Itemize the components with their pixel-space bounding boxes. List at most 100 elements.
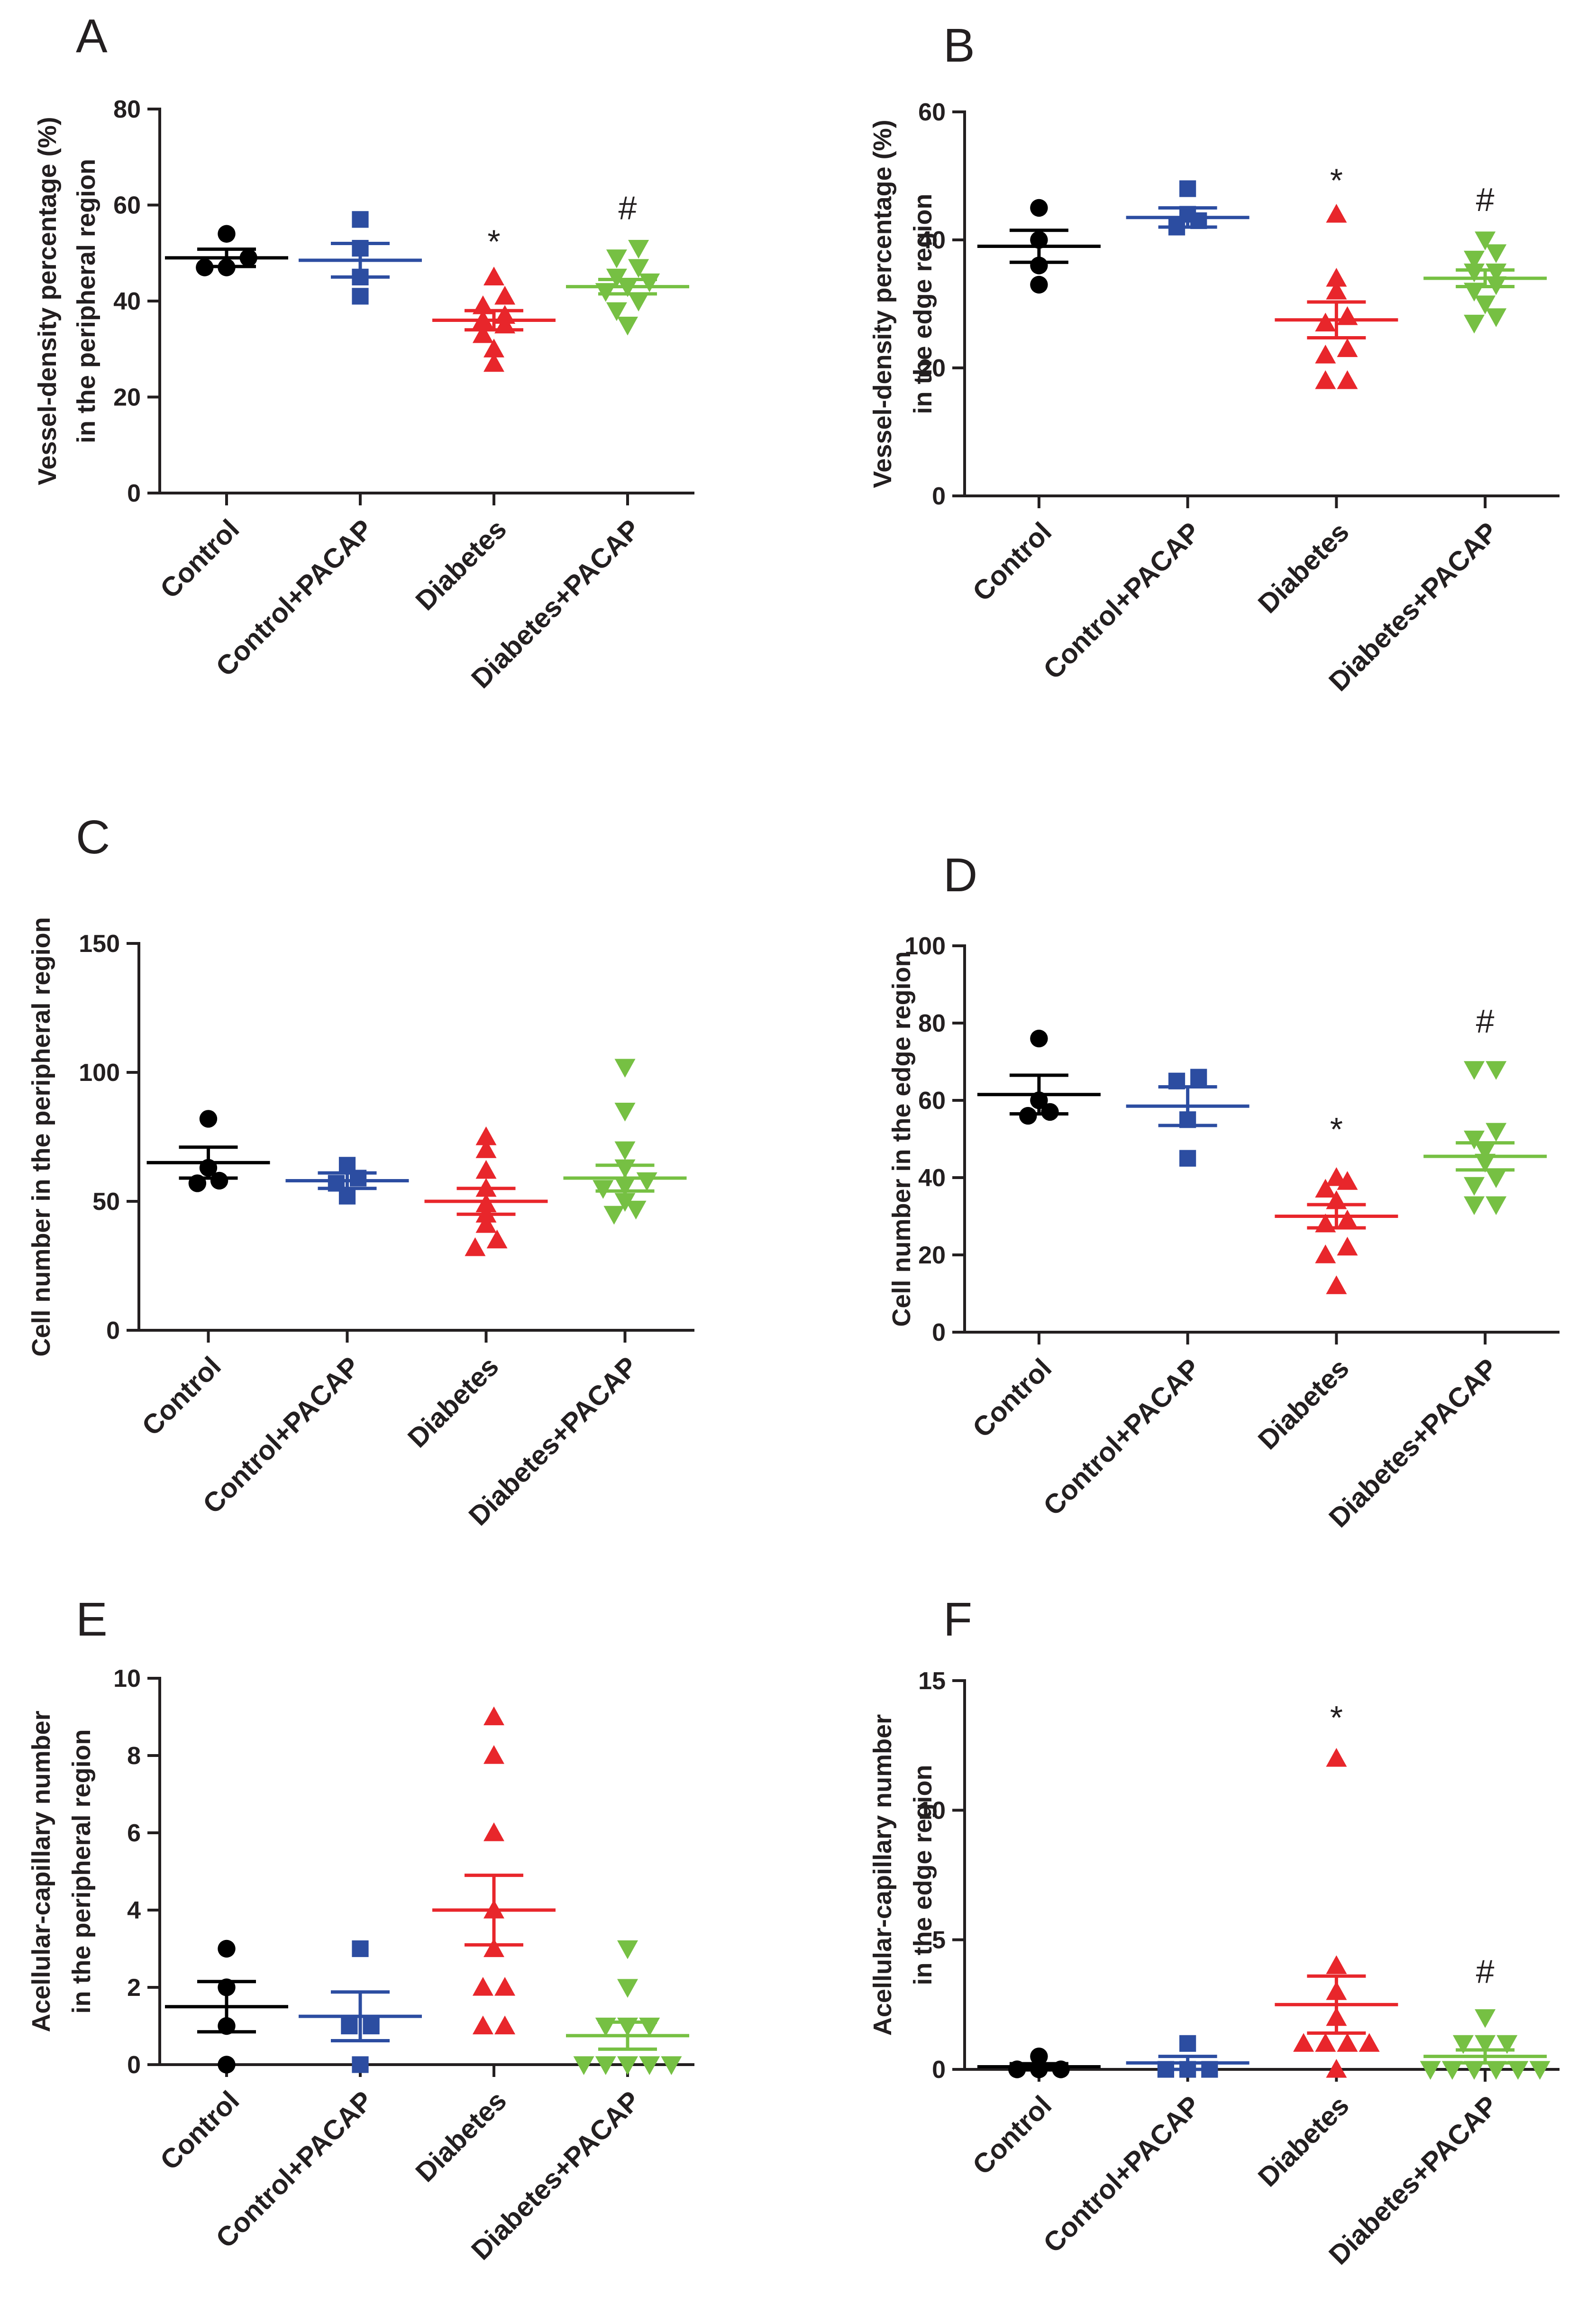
x-tick-label: Control bbox=[154, 513, 245, 604]
data-point bbox=[1464, 250, 1485, 270]
x-tick-label: Control bbox=[967, 2090, 1058, 2181]
y-axis-label: in the edge region bbox=[909, 193, 937, 414]
y-tick-label: 5 bbox=[932, 1927, 946, 1954]
y-tick-label: 80 bbox=[113, 96, 141, 123]
significance-hash: # bbox=[1476, 181, 1495, 218]
data-point bbox=[1019, 1107, 1037, 1125]
data-point bbox=[1441, 2061, 1463, 2080]
data-point bbox=[614, 1059, 636, 1078]
series-control bbox=[165, 225, 288, 276]
data-point bbox=[1315, 312, 1336, 332]
panel-a: A Vessel-density percentage (%) in the per… bbox=[33, 9, 694, 695]
y-tick-label: 80 bbox=[918, 1010, 946, 1037]
x-tick-label: Diabetes bbox=[1252, 516, 1355, 619]
data-point bbox=[1507, 2061, 1529, 2080]
y-tick-label: 100 bbox=[904, 933, 946, 960]
y-tick-label: 10 bbox=[918, 1797, 946, 1824]
series-control-pacap bbox=[1126, 180, 1249, 236]
data-point bbox=[1337, 1171, 1358, 1190]
data-point bbox=[661, 2056, 682, 2075]
data-point bbox=[483, 1822, 504, 1841]
y-tick-label: 10 bbox=[113, 1665, 141, 1692]
x-tick-label: Diabetes+PACAP bbox=[1323, 516, 1504, 697]
data-point bbox=[1326, 268, 1347, 287]
panel-letter: B bbox=[943, 19, 975, 72]
data-point bbox=[1030, 1029, 1048, 1048]
series-control-pacap bbox=[299, 211, 422, 305]
series-control bbox=[146, 1110, 270, 1192]
data-point bbox=[606, 249, 627, 268]
significance-star: * bbox=[1330, 1699, 1343, 1736]
x-tick-label: Diabetes+PACAP bbox=[1323, 1353, 1504, 1533]
data-point bbox=[1315, 370, 1336, 389]
data-point bbox=[363, 2017, 380, 2035]
y-tick-label: 60 bbox=[918, 1087, 946, 1115]
data-point bbox=[465, 1237, 486, 1256]
series-diabetes bbox=[432, 1706, 556, 2035]
data-point bbox=[628, 240, 649, 259]
data-point bbox=[483, 353, 504, 372]
data-point bbox=[625, 1200, 647, 1220]
data-point bbox=[573, 2056, 594, 2075]
data-point bbox=[636, 1172, 657, 1191]
data-point bbox=[472, 2015, 493, 2035]
data-point bbox=[1326, 204, 1347, 223]
data-point bbox=[617, 1940, 638, 1959]
data-point bbox=[472, 324, 493, 343]
significance-star: * bbox=[487, 223, 500, 260]
data-point bbox=[210, 1171, 228, 1190]
data-point bbox=[1337, 370, 1358, 389]
data-point bbox=[617, 317, 638, 336]
series-control-pacap bbox=[1126, 2035, 1249, 2078]
y-axis-label: in the peripheral region bbox=[72, 159, 100, 443]
data-point bbox=[1464, 1177, 1485, 1196]
panel-letter: E bbox=[76, 1593, 108, 1646]
data-point bbox=[1326, 1275, 1347, 1294]
y-axis-label: in the edge region bbox=[909, 1765, 937, 1985]
data-point bbox=[1486, 263, 1507, 283]
data-point bbox=[595, 2017, 616, 2037]
x-tick-label: Diabetes bbox=[1252, 1353, 1355, 1455]
series-control bbox=[165, 1939, 288, 2074]
panel-letter: D bbox=[943, 849, 977, 902]
y-axis-label: Vessel-density percentage (%) bbox=[33, 117, 62, 485]
data-point bbox=[1179, 2035, 1196, 2052]
x-tick-label: Control bbox=[967, 1353, 1058, 1444]
y-tick-label: 60 bbox=[918, 99, 946, 126]
y-tick-label: 20 bbox=[113, 384, 141, 412]
data-point bbox=[1337, 1236, 1358, 1256]
x-tick-label: Diabetes bbox=[402, 1351, 505, 1454]
series-diabetes-pacap bbox=[1420, 2009, 1550, 2080]
data-point bbox=[341, 2017, 358, 2035]
x-tick-label: Diabetes+PACAP bbox=[1323, 2090, 1504, 2270]
data-point bbox=[218, 225, 236, 243]
data-point bbox=[352, 1940, 369, 1957]
data-point bbox=[1030, 2047, 1048, 2066]
data-point bbox=[1475, 2009, 1496, 2028]
data-point bbox=[606, 302, 627, 321]
data-point bbox=[1315, 345, 1336, 364]
data-point bbox=[1315, 1244, 1336, 1263]
data-point bbox=[1486, 1061, 1507, 1080]
data-point bbox=[1475, 231, 1496, 250]
y-tick-label: 2 bbox=[127, 1974, 141, 2002]
data-point bbox=[1179, 1150, 1196, 1167]
data-point bbox=[483, 1706, 504, 1726]
y-tick-label: 20 bbox=[918, 355, 946, 382]
data-point bbox=[639, 2017, 660, 2037]
y-tick-label: 0 bbox=[932, 1319, 946, 1346]
y-axis-label: Acellular-capillary number bbox=[27, 1710, 55, 2032]
significance-star: * bbox=[1330, 1111, 1343, 1148]
data-point bbox=[1030, 199, 1048, 217]
data-point bbox=[1486, 244, 1507, 263]
data-point bbox=[486, 1229, 508, 1249]
data-point bbox=[639, 2056, 660, 2075]
y-tick-label: 0 bbox=[932, 483, 946, 510]
data-point bbox=[617, 2056, 638, 2075]
significance-hash: # bbox=[1476, 1003, 1495, 1040]
data-point bbox=[1337, 306, 1358, 325]
y-tick-label: 20 bbox=[918, 1242, 946, 1269]
data-point bbox=[617, 1979, 638, 1998]
y-axis-label: Cell number in the peripheral region bbox=[27, 917, 55, 1356]
